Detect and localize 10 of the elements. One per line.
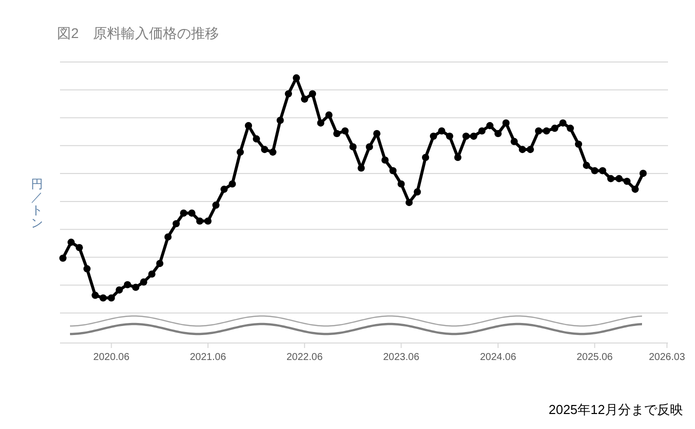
- chart-title: 図2 原料輸入価格の推移: [57, 25, 219, 41]
- x-tick-label: 2025.06: [576, 352, 614, 363]
- x-tick-label: 2020.06: [93, 352, 130, 363]
- x-tick-label: 2024.06: [480, 352, 517, 363]
- x-tick-label: 2026.03: [648, 352, 686, 363]
- text: 2025年12月分まで反映: [548, 402, 683, 417]
- ylabel: 円／トン: [31, 177, 43, 230]
- x-tick-label: 2021.06: [190, 352, 226, 363]
- x-tick-label: 2023.06: [383, 352, 420, 363]
- x-tick-label: 2022.06: [286, 352, 324, 363]
